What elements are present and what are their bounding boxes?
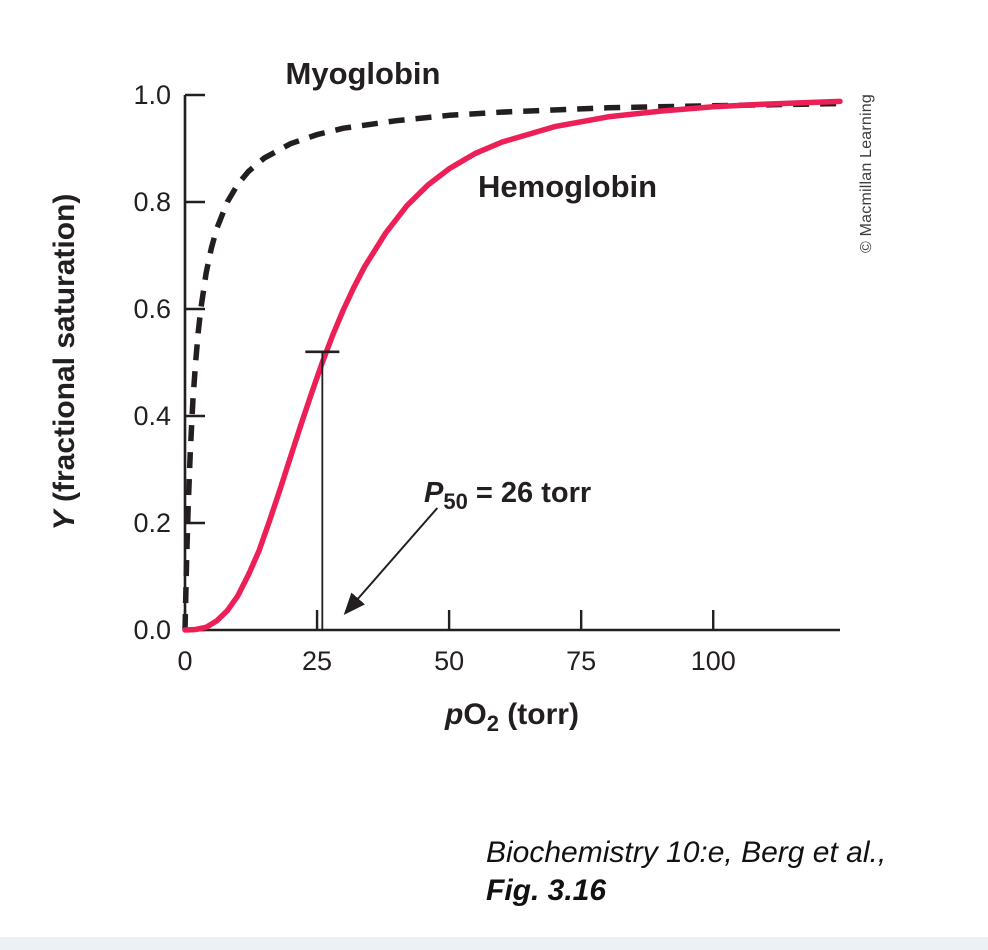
citation-source: Biochemistry 10:e, Berg et al.,: [486, 836, 887, 869]
x-axis-title: pO2 (torr): [444, 698, 579, 736]
publisher-credit: © Macmillan Learning: [858, 94, 875, 253]
p50-subscript: 50: [443, 489, 467, 514]
y-tick-label: 0.0: [133, 615, 171, 645]
x-axis-title-italic: p: [444, 698, 463, 731]
p50-annotation-text: P50 = 26 torr: [424, 477, 591, 514]
x-axis-title-subscript: 2: [487, 711, 499, 736]
y-tick-label: 0.2: [133, 508, 171, 538]
citation-block: Biochemistry 10:e, Berg et al., Fig. 3.1…: [486, 834, 886, 910]
bottom-strip: [0, 937, 988, 950]
y-tick-label: 0.8: [133, 187, 171, 217]
p50-value: = 26 torr: [468, 477, 591, 509]
hemoglobin-curve: [182, 98, 843, 633]
p50-marker: [305, 350, 340, 629]
y-tick-label: 0.6: [133, 294, 171, 324]
p50-symbol: P: [424, 477, 444, 509]
x-axis-title-suffix: (torr): [499, 698, 579, 731]
x-tick-label: 100: [691, 646, 736, 676]
x-tick-label: 0: [177, 646, 192, 676]
axes: 0 25 50 75 100 0.0 0.2 0.4 0.6 0.8 1.0: [133, 80, 840, 676]
y-tick-label: 0.4: [133, 401, 171, 431]
x-tick-label: 50: [434, 646, 464, 676]
y-axis-title-suffix: (fractional saturation): [48, 194, 81, 511]
x-tick-label: 25: [302, 646, 332, 676]
y-axis-ticks: 0.0 0.2 0.4 0.6 0.8 1.0: [133, 80, 205, 645]
p50-annotation-arrow: [343, 507, 439, 616]
oxygen-binding-curves-chart: 0 25 50 75 100 0.00.20.40.60.81.0 Myoglobin …: [48, 56, 843, 736]
hemoglobin-label: Hemoglobin: [478, 169, 657, 204]
citation-figure-number: Fig. 3.16: [486, 874, 607, 908]
y-tick-label: 1.0: [133, 80, 171, 110]
x-axis-title-main: O: [463, 698, 486, 731]
y-axis-title-italic: Y: [48, 507, 81, 530]
x-axis-ticks: 0 25 50 75 100: [177, 610, 736, 676]
myoglobin-curve: [182, 100, 841, 631]
myoglobin-label: Myoglobin: [286, 56, 441, 91]
x-tick-label: 75: [566, 646, 596, 676]
y-axis-title: Y (fractional saturation): [48, 194, 81, 531]
